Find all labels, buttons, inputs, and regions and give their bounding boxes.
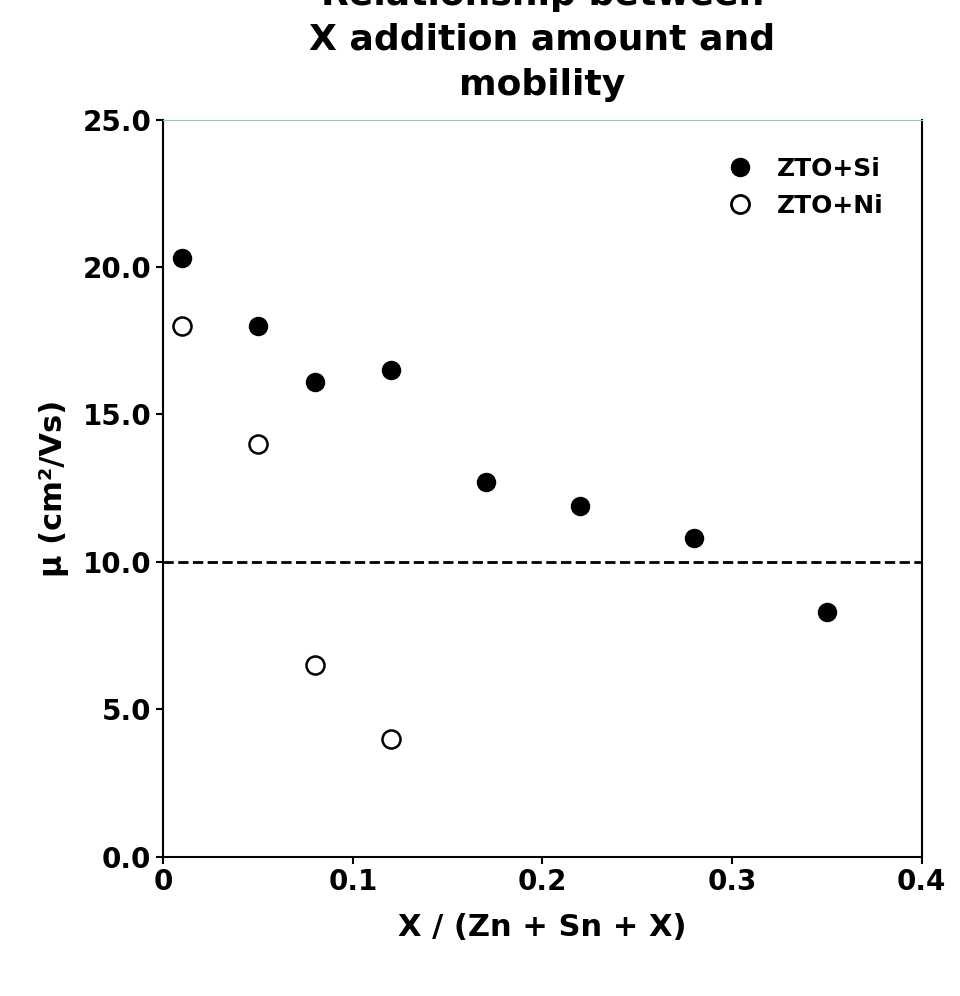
Point	[478, 474, 493, 490]
Point	[251, 436, 266, 452]
Legend: ZTO+Si, ZTO+Ni: ZTO+Si, ZTO+Ni	[690, 132, 909, 242]
Point	[175, 250, 190, 266]
Point	[175, 318, 190, 334]
Point	[307, 374, 323, 389]
Point	[307, 657, 323, 673]
Point	[572, 498, 588, 514]
Point	[686, 530, 702, 546]
Point	[251, 318, 266, 334]
Point	[383, 363, 398, 378]
Point	[383, 731, 398, 747]
Y-axis label: μ (cm²/Vs): μ (cm²/Vs)	[38, 399, 68, 577]
X-axis label: X / (Zn + Sn + X): X / (Zn + Sn + X)	[398, 913, 686, 942]
Point	[819, 604, 834, 620]
Title: Relationship between
X addition amount and
mobility: Relationship between X addition amount a…	[309, 0, 776, 102]
